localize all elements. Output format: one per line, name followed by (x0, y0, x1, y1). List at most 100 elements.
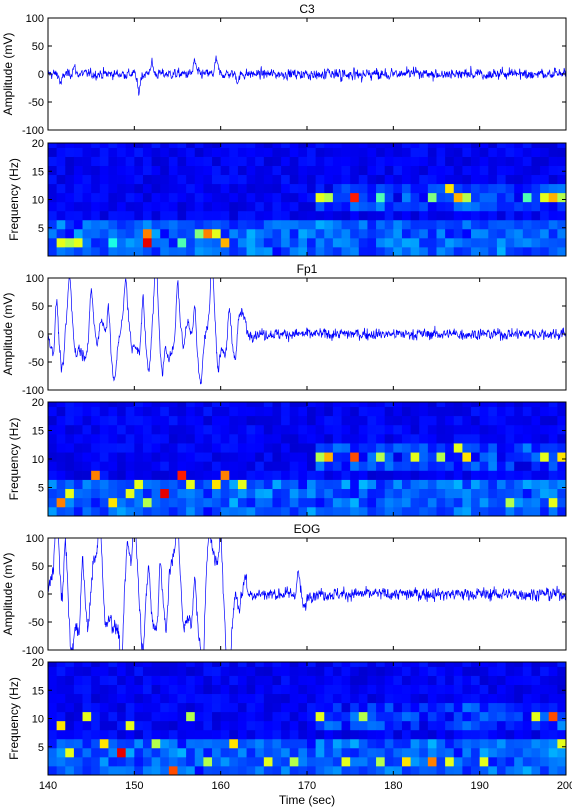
spectrogram-cell (436, 711, 446, 722)
spectrogram-cell (324, 424, 334, 435)
spectrogram-cell (91, 702, 101, 713)
spectrogram-cell (479, 506, 489, 516)
spectrogram-cell (445, 693, 455, 704)
spectrogram-cell (324, 201, 334, 212)
spectrogram-cell (315, 183, 325, 194)
spectrogram-cell (453, 720, 463, 731)
spectrogram-cell (496, 237, 506, 248)
spectrogram-cell (134, 729, 144, 740)
y-axis-label: Frequency (Hz) (7, 677, 21, 760)
spectrogram-cell (151, 424, 161, 435)
spectrogram-cell (117, 201, 127, 212)
spectrogram-cell (531, 711, 541, 722)
spectrogram-cell (108, 210, 118, 221)
spectrogram-cell (522, 684, 532, 695)
spectrogram-cell (194, 720, 204, 731)
spectrogram-cell (134, 402, 144, 407)
spectrogram-cell (151, 729, 161, 740)
spectrogram-cell (263, 747, 273, 758)
spectrogram-cell (237, 228, 247, 239)
spectrogram-cell (237, 402, 247, 407)
spectrogram-cell (514, 237, 524, 248)
x-tick-label: 190 (470, 780, 488, 792)
spectrogram-cell (358, 424, 368, 435)
spectrogram-cell (384, 433, 394, 444)
spectrogram-cell (548, 228, 558, 239)
spectrogram-cell (496, 720, 506, 731)
spectrogram-cell (505, 147, 515, 157)
spectrogram-cell (229, 402, 239, 407)
spectrogram-cell (65, 210, 75, 221)
spectrogram-cell (410, 765, 420, 775)
spectrogram-cell (496, 729, 506, 740)
spectrogram-cell (557, 433, 567, 444)
spectrogram-cell (514, 415, 524, 426)
spectrogram-cell (99, 406, 109, 417)
spectrogram-cell (142, 192, 152, 203)
spectrogram-cell (324, 488, 334, 499)
spectrogram-cell (203, 433, 213, 444)
spectrogram-cell (496, 147, 506, 157)
spectrogram-cell (177, 147, 187, 157)
spectrogram-cell (358, 756, 368, 767)
spectrogram-cell (298, 201, 308, 212)
spectrogram-cell (73, 470, 83, 480)
spectrogram-cell (307, 406, 317, 417)
spectrogram-cell (298, 433, 308, 444)
spectrogram-cell (289, 711, 299, 722)
spectrogram-cell (48, 147, 58, 157)
spectrogram-cell (246, 711, 256, 722)
spectrogram-cell (471, 192, 481, 203)
spectrogram-cell (522, 756, 532, 767)
spectrogram-cell (237, 433, 247, 444)
spectrogram-cell (393, 246, 403, 256)
spectrogram-cell (203, 402, 213, 407)
spectrogram-cell (177, 402, 187, 407)
spectrogram-cell (73, 488, 83, 499)
spectrogram-cell (203, 693, 213, 704)
spectrogram-cell (393, 729, 403, 740)
spectrogram-cell (401, 470, 411, 480)
spectrogram-cell (471, 210, 481, 221)
spectrogram-cell (186, 506, 196, 516)
spectrogram-cell (307, 684, 317, 695)
spectrogram-cell (298, 675, 308, 685)
spectrogram-cell (419, 693, 429, 704)
spectrogram-cell (479, 228, 489, 239)
spectrogram-cell (453, 738, 463, 749)
spectrogram-cell (419, 192, 429, 203)
spectrogram-cell (410, 415, 420, 426)
spectrogram-cell (142, 497, 152, 508)
spectrogram-cell (514, 738, 524, 749)
spectrogram-cell (48, 156, 58, 166)
spectrogram-cell (151, 219, 161, 230)
spectrogram-cell (160, 488, 170, 499)
spectrogram-cell (48, 228, 58, 239)
spectrogram-cell (479, 402, 489, 407)
spectrogram-cell (177, 183, 187, 194)
y-tick-label: 10 (32, 714, 44, 726)
spectrogram-cell (272, 488, 282, 499)
spectrogram-cell (73, 246, 83, 256)
spectrogram-cell (255, 174, 265, 185)
spectrogram-cell (488, 192, 498, 203)
spectrogram-cell (220, 452, 230, 462)
spectrogram-cell (56, 237, 66, 248)
spectrogram-cell (212, 237, 222, 248)
spectrogram-cell (177, 479, 187, 490)
x-tick-label: 160 (211, 780, 229, 792)
spectrogram-cell (272, 747, 282, 758)
spectrogram-cell (488, 174, 498, 185)
spectrogram-cell (151, 174, 161, 185)
spectrogram-cell (496, 693, 506, 704)
spectrogram-cell (350, 684, 360, 695)
spectrogram-cell (168, 662, 178, 667)
spectrogram-cell (263, 729, 273, 740)
spectrogram-cell (514, 402, 524, 407)
y-tick-label: 10 (32, 454, 44, 466)
spectrogram-cell (82, 452, 92, 462)
spectrogram-cell (289, 147, 299, 157)
spectrogram-cell (82, 443, 92, 453)
spectrogram-cell (108, 246, 118, 256)
spectrogram-cell (177, 497, 187, 508)
